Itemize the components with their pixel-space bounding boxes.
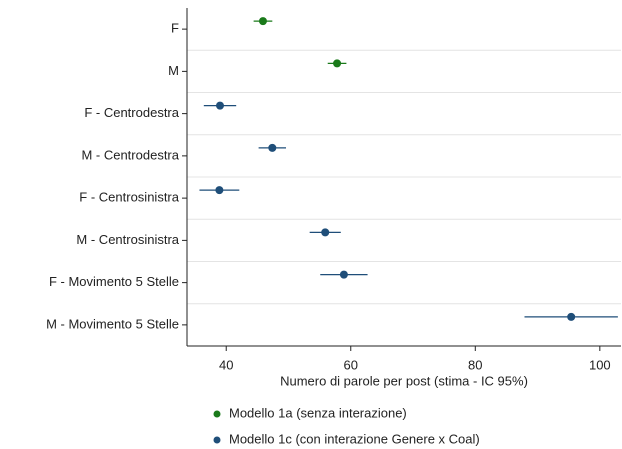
point: [333, 59, 342, 68]
x-tick-label: 80: [468, 357, 482, 372]
y-tick-label: M - Centrodestra: [81, 147, 179, 162]
point: [339, 270, 348, 279]
point: [215, 186, 224, 195]
y-tick-label: M - Movimento 5 Stelle: [46, 316, 179, 331]
point: [321, 228, 330, 237]
x-tick-label: 60: [344, 357, 358, 372]
legend-symbol: [213, 436, 221, 444]
point: [216, 101, 225, 110]
legend-symbol: [213, 410, 221, 418]
point: [258, 17, 267, 26]
y-tick-label: M - Centrosinistra: [76, 232, 179, 247]
y-tick-label: F - Centrodestra: [84, 105, 179, 120]
y-tick-label: F - Centrosinistra: [79, 190, 179, 205]
point: [567, 312, 576, 321]
y-tick-label: F: [171, 21, 179, 36]
legend-label: Modello 1a (senza interazione): [229, 405, 407, 420]
x-tick-label: 100: [589, 357, 611, 372]
point: [268, 143, 277, 152]
y-tick-label: F - Movimento 5 Stelle: [49, 274, 179, 289]
x-axis-title: Numero di parole per post (stima - IC 95…: [280, 373, 528, 388]
legend-label: Modello 1c (con interazione Genere x Coa…: [229, 431, 480, 446]
y-tick-label: M: [168, 63, 179, 78]
x-tick-label: 40: [219, 357, 233, 372]
